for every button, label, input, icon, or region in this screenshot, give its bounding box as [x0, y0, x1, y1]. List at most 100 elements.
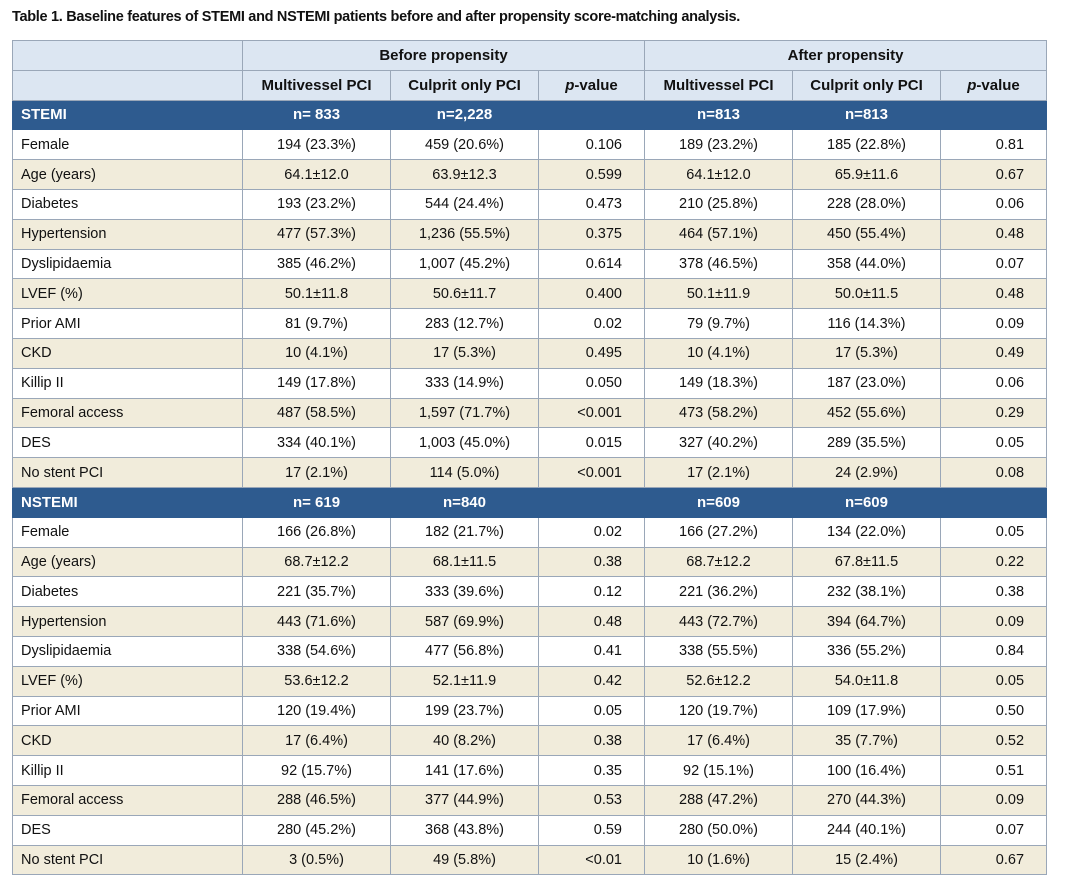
data-cell: 17 (2.1%) [644, 457, 793, 488]
data-cell: 0.375 [538, 218, 645, 250]
data-row: Female 194 (23.3%) 459 (20.6%) 0.106 189 (23… [12, 129, 1048, 161]
data-cell: 1,007 (45.2%) [390, 248, 539, 280]
row-label: Age (years) [12, 159, 243, 190]
data-cell: 64.1±12.0 [242, 159, 391, 190]
data-cell: 210 (25.8%) [644, 188, 793, 220]
data-cell: 0.38 [939, 576, 1048, 608]
data-row: Prior AMI 120 (19.4%) 199 (23.7%) 0.05 120 (… [12, 695, 1048, 727]
section-count: n=813 [792, 99, 941, 131]
section-empty [538, 99, 645, 131]
row-label: CKD [12, 337, 243, 369]
row-label: Diabetes [12, 188, 243, 220]
row-label: Prior AMI [12, 695, 243, 727]
data-cell: 333 (39.6%) [390, 576, 539, 608]
data-cell: 50.0±11.5 [792, 278, 941, 310]
data-cell: 221 (36.2%) [644, 576, 793, 608]
row-label: No stent PCI [12, 844, 243, 876]
data-cell: 120 (19.7%) [644, 695, 793, 727]
data-cell: 24 (2.9%) [792, 457, 941, 488]
data-row: DES 334 (40.1%) 1,003 (45.0%) 0.015 327 (40.… [12, 427, 1048, 459]
data-cell: 0.06 [939, 188, 1048, 220]
data-cell: 0.09 [939, 784, 1048, 816]
row-label: Female [12, 516, 243, 548]
data-cell: 0.52 [939, 725, 1048, 757]
data-cell: 0.07 [939, 248, 1048, 280]
column-header-text: -value [976, 76, 1020, 94]
data-cell: 17 (5.3%) [792, 337, 941, 369]
data-cell: 116 (14.3%) [792, 308, 941, 339]
data-cell: 68.1±11.5 [390, 546, 539, 578]
data-cell: 443 (72.7%) [644, 606, 793, 637]
data-cell: 487 (58.5%) [242, 397, 391, 429]
data-cell: 0.599 [538, 159, 645, 190]
data-cell: 50.1±11.8 [242, 278, 391, 310]
column-header: p-value [939, 69, 1048, 101]
data-row: Killip II 149 (17.8%) 333 (14.9%) 0.050 149 … [12, 367, 1048, 399]
data-row: Hypertension 443 (71.6%) 587 (69.9%) 0.48 44… [12, 606, 1048, 637]
row-label: CKD [12, 725, 243, 757]
header-cell [12, 69, 243, 101]
data-cell: 68.7±12.2 [242, 546, 391, 578]
data-cell: 0.50 [939, 695, 1048, 727]
data-cell: 459 (20.6%) [390, 129, 539, 161]
data-row: Femoral access 487 (58.5%) 1,597 (71.7%) <0… [12, 397, 1048, 429]
row-label: DES [12, 814, 243, 846]
data-cell: 0.400 [538, 278, 645, 310]
data-cell: 141 (17.6%) [390, 755, 539, 786]
column-header: p-value [538, 69, 645, 101]
column-header-italic: p [967, 76, 977, 94]
column-header-italic: p [565, 76, 575, 94]
section-row: NSTEMI n= 619 n=840 n=609 n=609 [12, 486, 1048, 518]
data-cell: 54.0±11.8 [792, 665, 941, 697]
row-label: Hypertension [12, 218, 243, 250]
row-label: Prior AMI [12, 308, 243, 339]
section-count: n=609 [644, 486, 793, 518]
data-cell: 0.29 [939, 397, 1048, 429]
data-cell: 280 (50.0%) [644, 814, 793, 846]
row-label: No stent PCI [12, 457, 243, 488]
data-cell: 10 (4.1%) [242, 337, 391, 369]
data-cell: 336 (55.2%) [792, 635, 941, 667]
data-cell: 473 (58.2%) [644, 397, 793, 429]
data-cell: 1,597 (71.7%) [390, 397, 539, 429]
data-cell: 149 (17.8%) [242, 367, 391, 399]
data-cell: 166 (27.2%) [644, 516, 793, 548]
data-cell: <0.001 [538, 457, 645, 488]
data-cell: 338 (55.5%) [644, 635, 793, 667]
data-cell: 0.51 [939, 755, 1048, 786]
data-cell: 149 (18.3%) [644, 367, 793, 399]
data-cell: 443 (71.6%) [242, 606, 391, 637]
section-count: n=609 [792, 486, 941, 518]
data-row: Diabetes 221 (35.7%) 333 (39.6%) 0.12 221 (3… [12, 576, 1048, 608]
row-label: LVEF (%) [12, 278, 243, 310]
section-label: STEMI [12, 99, 243, 131]
data-cell: 0.06 [939, 367, 1048, 399]
column-header-text: -value [574, 76, 618, 94]
data-cell: 35 (7.7%) [792, 725, 941, 757]
data-cell: 368 (43.8%) [390, 814, 539, 846]
data-cell: 0.48 [939, 278, 1048, 310]
row-label: Hypertension [12, 606, 243, 637]
data-cell: 52.6±12.2 [644, 665, 793, 697]
data-cell: 0.59 [538, 814, 645, 846]
data-row: LVEF (%) 53.6±12.2 52.1±11.9 0.42 52.6±12.2 5… [12, 665, 1048, 697]
data-cell: 0.02 [538, 308, 645, 339]
data-cell: 452 (55.6%) [792, 397, 941, 429]
data-cell: 0.22 [939, 546, 1048, 578]
data-cell: 0.09 [939, 606, 1048, 637]
data-row: Prior AMI 81 (9.7%) 283 (12.7%) 0.02 79 (9.7… [12, 308, 1048, 339]
data-cell: 17 (6.4%) [242, 725, 391, 757]
section-count: n= 619 [242, 486, 391, 518]
data-cell: 134 (22.0%) [792, 516, 941, 548]
data-cell: 1,003 (45.0%) [390, 427, 539, 459]
data-cell: 0.08 [939, 457, 1048, 488]
data-cell: 194 (23.3%) [242, 129, 391, 161]
data-cell: 0.84 [939, 635, 1048, 667]
data-cell: 377 (44.9%) [390, 784, 539, 816]
data-cell: 385 (46.2%) [242, 248, 391, 280]
data-row: Hypertension 477 (57.3%) 1,236 (55.5%) 0.37… [12, 218, 1048, 250]
row-label: Killip II [12, 367, 243, 399]
data-cell: 544 (24.4%) [390, 188, 539, 220]
data-cell: 378 (46.5%) [644, 248, 793, 280]
section-count: n=2,228 [390, 99, 539, 131]
